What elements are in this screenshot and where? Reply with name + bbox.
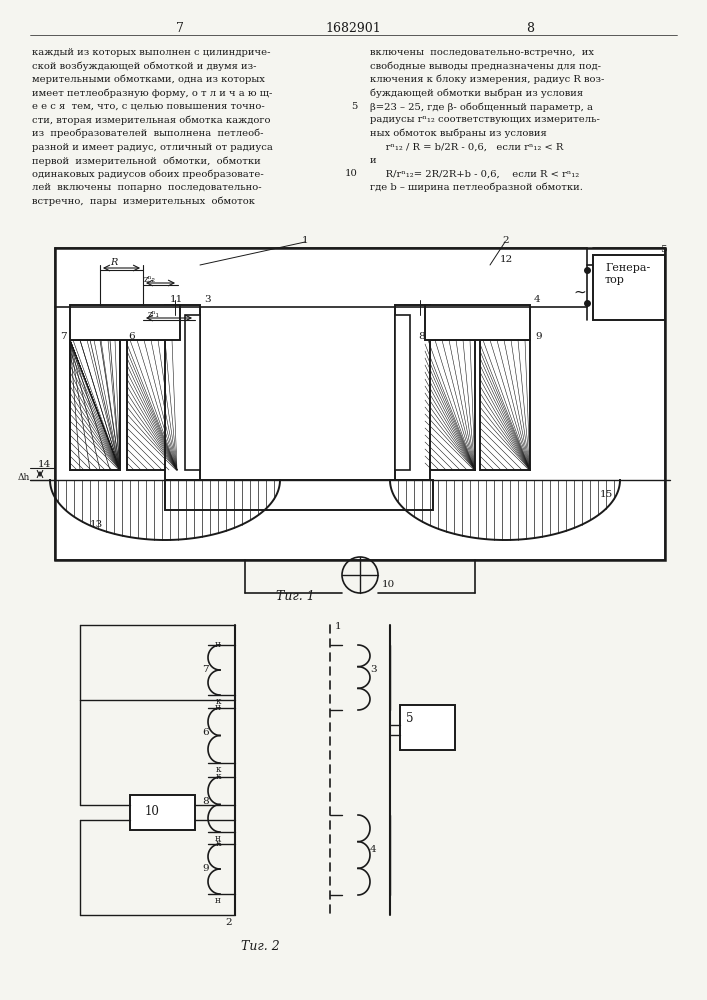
Text: н: н bbox=[215, 640, 221, 649]
Text: включены  последовательно-встречно,  их: включены последовательно-встречно, их bbox=[370, 48, 594, 57]
Text: 10: 10 bbox=[345, 169, 358, 178]
Text: Τиг. 2: Τиг. 2 bbox=[240, 940, 279, 953]
Text: 5: 5 bbox=[660, 245, 667, 254]
Text: 9: 9 bbox=[535, 332, 542, 341]
Bar bbox=[593, 255, 665, 320]
Text: где b – ширина петлеобразной обмотки.: где b – ширина петлеобразной обмотки. bbox=[370, 183, 583, 192]
Text: первой  измерительной  обмотки,  обмотки: первой измерительной обмотки, обмотки bbox=[32, 156, 261, 165]
Bar bbox=[127, 340, 177, 470]
Text: β=23 – 25, где β- обобщенный параметр, а: β=23 – 25, где β- обобщенный параметр, а bbox=[370, 102, 593, 111]
Text: 7: 7 bbox=[176, 22, 184, 35]
Text: лей  включены  попарно  последовательно-: лей включены попарно последовательно- bbox=[32, 183, 262, 192]
Text: 2: 2 bbox=[502, 236, 508, 245]
Text: ключения к блоку измерения, радиус R воз-: ключения к блоку измерения, радиус R воз… bbox=[370, 75, 604, 85]
Bar bbox=[70, 340, 120, 470]
Text: 7: 7 bbox=[60, 332, 66, 341]
Text: н: н bbox=[215, 834, 221, 843]
Text: 8: 8 bbox=[526, 22, 534, 35]
Text: радиусы rⁿ₁₂ соответствующих измеритель-: радиусы rⁿ₁₂ соответствующих измеритель- bbox=[370, 115, 600, 124]
Text: zⁿ₂: zⁿ₂ bbox=[144, 275, 156, 284]
Text: R/rⁿ₁₂= 2R/2R+b - 0,6,    если R < rⁿ₁₂: R/rⁿ₁₂= 2R/2R+b - 0,6, если R < rⁿ₁₂ bbox=[370, 169, 579, 178]
Text: каждый из которых выполнен с цилиндриче-: каждый из которых выполнен с цилиндриче- bbox=[32, 48, 271, 57]
Text: 6: 6 bbox=[202, 728, 209, 737]
Bar bbox=[185, 315, 200, 470]
Text: разной и имеет радиус, отличный от радиуса: разной и имеет радиус, отличный от радиу… bbox=[32, 142, 273, 151]
Text: к: к bbox=[215, 697, 221, 706]
Text: 1: 1 bbox=[302, 236, 309, 245]
Bar bbox=[425, 305, 530, 340]
Text: 12: 12 bbox=[500, 255, 513, 264]
Bar bbox=[400, 705, 455, 750]
Text: к: к bbox=[215, 772, 221, 781]
Text: rⁿ₁₂ / R = b/2R - 0,6,   если rⁿ₁₂ < R: rⁿ₁₂ / R = b/2R - 0,6, если rⁿ₁₂ < R bbox=[370, 142, 563, 151]
Bar bbox=[130, 795, 195, 830]
Bar bbox=[425, 340, 475, 470]
Text: 13: 13 bbox=[90, 520, 103, 529]
Text: 7: 7 bbox=[202, 665, 209, 674]
Text: 4: 4 bbox=[534, 295, 541, 304]
Text: 1682901: 1682901 bbox=[325, 22, 381, 35]
Text: 2: 2 bbox=[225, 918, 232, 927]
Text: имеет петлеобразную форму, о т л и ч а ю щ-: имеет петлеобразную форму, о т л и ч а ю… bbox=[32, 89, 272, 98]
Text: 10: 10 bbox=[382, 580, 395, 589]
Text: сти, вторая измерительная обмотка каждого: сти, вторая измерительная обмотка каждог… bbox=[32, 115, 271, 125]
Text: Δh: Δh bbox=[18, 473, 30, 482]
Text: Генера-
тор: Генера- тор bbox=[605, 263, 650, 285]
Text: 3: 3 bbox=[370, 665, 377, 674]
Bar bbox=[395, 305, 430, 480]
Bar bbox=[480, 340, 530, 470]
Text: zⁿ₁: zⁿ₁ bbox=[148, 310, 160, 319]
Text: мерительными обмотками, одна из которых: мерительными обмотками, одна из которых bbox=[32, 75, 265, 85]
Bar bbox=[165, 480, 433, 510]
Text: ных обмоток выбраны из условия: ных обмоток выбраны из условия bbox=[370, 129, 547, 138]
Text: Τиг. 1: Τиг. 1 bbox=[276, 590, 315, 603]
Text: свободные выводы предназначены для под-: свободные выводы предназначены для под- bbox=[370, 62, 601, 71]
Text: ~: ~ bbox=[573, 285, 586, 300]
Text: 9: 9 bbox=[202, 864, 209, 873]
Text: встречно,  пары  измерительных  обмоток: встречно, пары измерительных обмоток bbox=[32, 196, 255, 206]
Text: н: н bbox=[215, 896, 221, 905]
Text: к: к bbox=[215, 839, 221, 848]
Text: е е с я  тем, что, с целью повышения точно-: е е с я тем, что, с целью повышения точн… bbox=[32, 102, 264, 111]
Text: буждающей обмотки выбран из условия: буждающей обмотки выбран из условия bbox=[370, 89, 583, 98]
Text: 5: 5 bbox=[406, 712, 414, 725]
Text: R: R bbox=[110, 258, 117, 267]
Text: 5: 5 bbox=[351, 102, 358, 111]
Bar bbox=[55, 248, 665, 560]
Text: 3: 3 bbox=[204, 295, 211, 304]
Text: 1: 1 bbox=[335, 622, 341, 631]
Text: 14: 14 bbox=[38, 460, 51, 469]
Text: 15: 15 bbox=[600, 490, 613, 499]
Text: из  преобразователей  выполнена  петлеоб-: из преобразователей выполнена петлеоб- bbox=[32, 129, 264, 138]
Text: 8: 8 bbox=[418, 332, 425, 341]
Text: 6: 6 bbox=[128, 332, 134, 341]
Text: 11: 11 bbox=[170, 295, 183, 304]
Bar bbox=[70, 340, 120, 470]
Text: н: н bbox=[215, 703, 221, 712]
Bar bbox=[165, 305, 200, 480]
Text: одинаковых радиусов обоих преобразовате-: одинаковых радиусов обоих преобразовате- bbox=[32, 169, 264, 179]
Text: к: к bbox=[215, 765, 221, 774]
Text: ской возбуждающей обмоткой и двумя из-: ской возбуждающей обмоткой и двумя из- bbox=[32, 62, 257, 71]
Text: 8: 8 bbox=[202, 797, 209, 806]
Text: 10: 10 bbox=[145, 805, 160, 818]
Text: и: и bbox=[370, 156, 377, 165]
Text: 4: 4 bbox=[370, 845, 377, 854]
Bar bbox=[395, 315, 410, 470]
Bar bbox=[70, 305, 180, 340]
